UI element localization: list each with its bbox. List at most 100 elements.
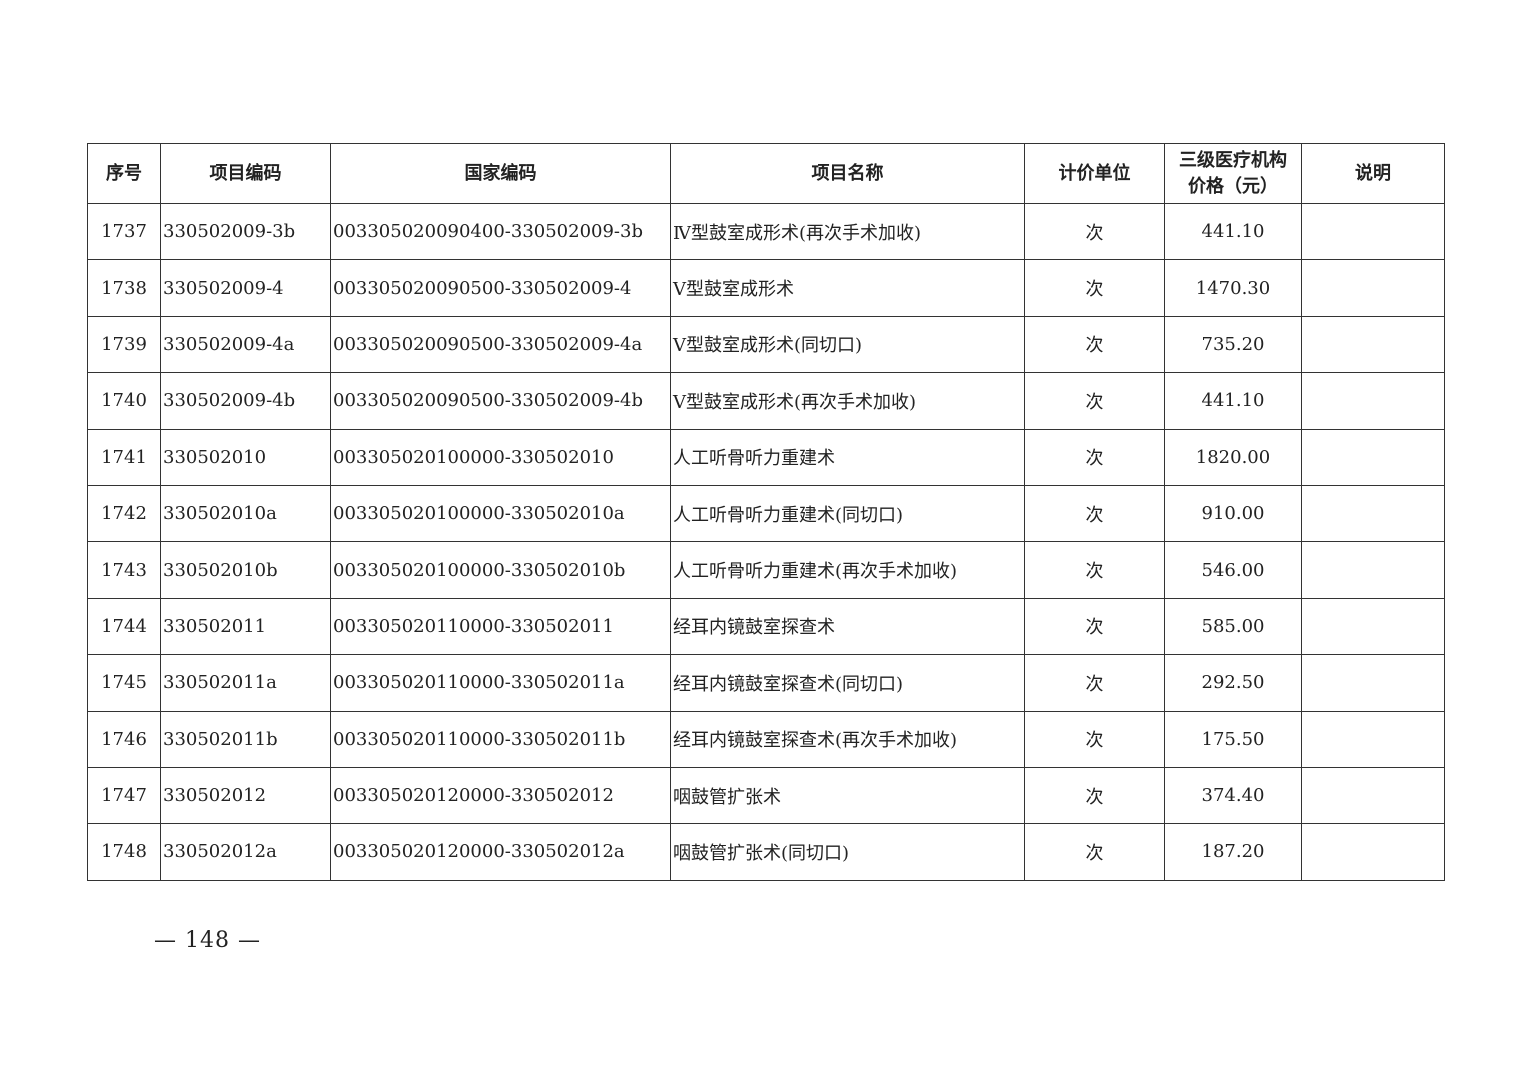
cell-price: 441.10 <box>1164 372 1302 430</box>
cell-unit: 次 <box>1024 766 1165 825</box>
header-price: 三级医疗机构 价格（元） <box>1164 143 1302 204</box>
cell-seq: 1740 <box>87 372 161 430</box>
cell-unit: 次 <box>1024 823 1165 881</box>
header-national-code: 国家编码 <box>330 143 671 204</box>
header-price-line2: 价格（元） <box>1188 175 1278 197</box>
cell-seq: 1737 <box>87 202 161 261</box>
cell-item-name: Ⅴ型鼓室成形术(同切口) <box>670 315 1025 374</box>
page-number: — 148 — <box>154 928 261 953</box>
cell-notes <box>1301 766 1445 825</box>
cell-seq: 1747 <box>87 766 161 825</box>
table-row: 1743 330502010b 003305020100000-330502010b… <box>87 541 1445 599</box>
header-item-name: 项目名称 <box>670 143 1025 204</box>
cell-item-name: Ⅳ型鼓室成形术(再次手术加收) <box>670 202 1025 261</box>
cell-unit: 次 <box>1024 315 1165 374</box>
cell-item-code: 330502009-4b <box>160 372 331 430</box>
cell-item-code: 330502011a <box>160 654 331 712</box>
cell-national-code: 003305020110000-330502011b <box>330 710 671 768</box>
table-row: 1746 330502011b 003305020110000-330502011b… <box>87 710 1445 768</box>
cell-price: 292.50 <box>1164 654 1302 712</box>
cell-item-code: 330502012 <box>160 766 331 825</box>
table-row: 1745 330502011a 003305020110000-330502011a… <box>87 654 1445 712</box>
cell-unit: 次 <box>1024 484 1165 543</box>
cell-item-name: 人工听骨听力重建术 <box>670 428 1025 486</box>
cell-seq: 1744 <box>87 597 161 656</box>
cell-national-code: 003305020090500-330502009-4 <box>330 259 671 317</box>
cell-item-code: 330502010b <box>160 541 331 599</box>
cell-national-code: 003305020100000-330502010 <box>330 428 671 486</box>
header-seq: 序号 <box>87 143 161 204</box>
header-item-code: 项目编码 <box>160 143 331 204</box>
cell-notes <box>1301 654 1445 712</box>
cell-price: 441.10 <box>1164 202 1302 261</box>
cell-seq: 1743 <box>87 541 161 599</box>
cell-item-code: 330502009-4 <box>160 259 331 317</box>
table-row: 1747 330502012 003305020120000-330502012 咽鼓… <box>87 766 1445 825</box>
cell-notes <box>1301 710 1445 768</box>
cell-notes <box>1301 202 1445 261</box>
table-row: 1748 330502012a 003305020120000-330502012a… <box>87 823 1445 881</box>
cell-price: 374.40 <box>1164 766 1302 825</box>
cell-item-name: 经耳内镜鼓室探查术 <box>670 597 1025 656</box>
cell-price: 1470.30 <box>1164 259 1302 317</box>
cell-item-name: Ⅴ型鼓室成形术 <box>670 259 1025 317</box>
table-row: 1738 330502009-4 003305020090500-330502009… <box>87 259 1445 317</box>
header-row: 序号 项目编码 国家编码 项目名称 计价单位 三级医疗机构 价格（元） 说明 <box>87 143 1445 204</box>
cell-unit: 次 <box>1024 259 1165 317</box>
cell-unit: 次 <box>1024 541 1165 599</box>
cell-price: 910.00 <box>1164 484 1302 543</box>
cell-item-name: 咽鼓管扩张术(同切口) <box>670 823 1025 881</box>
cell-price: 175.50 <box>1164 710 1302 768</box>
cell-unit: 次 <box>1024 597 1165 656</box>
cell-seq: 1741 <box>87 428 161 486</box>
price-table: 序号 项目编码 国家编码 项目名称 计价单位 三级医疗机构 价格（元） 说明 17… <box>87 143 1445 881</box>
cell-national-code: 003305020110000-330502011 <box>330 597 671 656</box>
cell-unit: 次 <box>1024 372 1165 430</box>
cell-notes <box>1301 372 1445 430</box>
cell-notes <box>1301 597 1445 656</box>
cell-national-code: 003305020090500-330502009-4a <box>330 315 671 374</box>
cell-national-code: 003305020110000-330502011a <box>330 654 671 712</box>
cell-price: 585.00 <box>1164 597 1302 656</box>
cell-national-code: 003305020100000-330502010b <box>330 541 671 599</box>
table-row: 1741 330502010 003305020100000-330502010 人工… <box>87 428 1445 486</box>
cell-seq: 1745 <box>87 654 161 712</box>
header-unit: 计价单位 <box>1024 143 1165 204</box>
cell-national-code: 003305020100000-330502010a <box>330 484 671 543</box>
cell-notes <box>1301 428 1445 486</box>
header-notes: 说明 <box>1301 143 1445 204</box>
cell-price: 735.20 <box>1164 315 1302 374</box>
table-row: 1744 330502011 003305020110000-330502011 经耳… <box>87 597 1445 656</box>
cell-item-name: 经耳内镜鼓室探查术(同切口) <box>670 654 1025 712</box>
cell-seq: 1748 <box>87 823 161 881</box>
cell-item-name: Ⅴ型鼓室成形术(再次手术加收) <box>670 372 1025 430</box>
table-row: 1737 330502009-3b 003305020090400-33050200… <box>87 202 1445 261</box>
cell-notes <box>1301 541 1445 599</box>
cell-item-code: 330502011 <box>160 597 331 656</box>
cell-item-code: 330502010a <box>160 484 331 543</box>
cell-item-name: 咽鼓管扩张术 <box>670 766 1025 825</box>
cell-unit: 次 <box>1024 202 1165 261</box>
table-row: 1742 330502010a 003305020100000-330502010a… <box>87 484 1445 543</box>
cell-item-name: 经耳内镜鼓室探查术(再次手术加收) <box>670 710 1025 768</box>
cell-notes <box>1301 484 1445 543</box>
cell-item-code: 330502009-4a <box>160 315 331 374</box>
header-price-line1: 三级医疗机构 <box>1179 149 1287 171</box>
cell-price: 187.20 <box>1164 823 1302 881</box>
table-row: 1740 330502009-4b 003305020090500-33050200… <box>87 372 1445 430</box>
cell-item-code: 330502010 <box>160 428 331 486</box>
cell-national-code: 003305020090500-330502009-4b <box>330 372 671 430</box>
cell-national-code: 003305020120000-330502012a <box>330 823 671 881</box>
cell-seq: 1742 <box>87 484 161 543</box>
table-row: 1739 330502009-4a 003305020090500-33050200… <box>87 315 1445 374</box>
cell-item-name: 人工听骨听力重建术(再次手术加收) <box>670 541 1025 599</box>
cell-price: 1820.00 <box>1164 428 1302 486</box>
cell-national-code: 003305020090400-330502009-3b <box>330 202 671 261</box>
cell-unit: 次 <box>1024 428 1165 486</box>
cell-seq: 1739 <box>87 315 161 374</box>
cell-seq: 1746 <box>87 710 161 768</box>
cell-notes <box>1301 823 1445 881</box>
cell-unit: 次 <box>1024 710 1165 768</box>
cell-item-code: 330502012a <box>160 823 331 881</box>
cell-notes <box>1301 259 1445 317</box>
